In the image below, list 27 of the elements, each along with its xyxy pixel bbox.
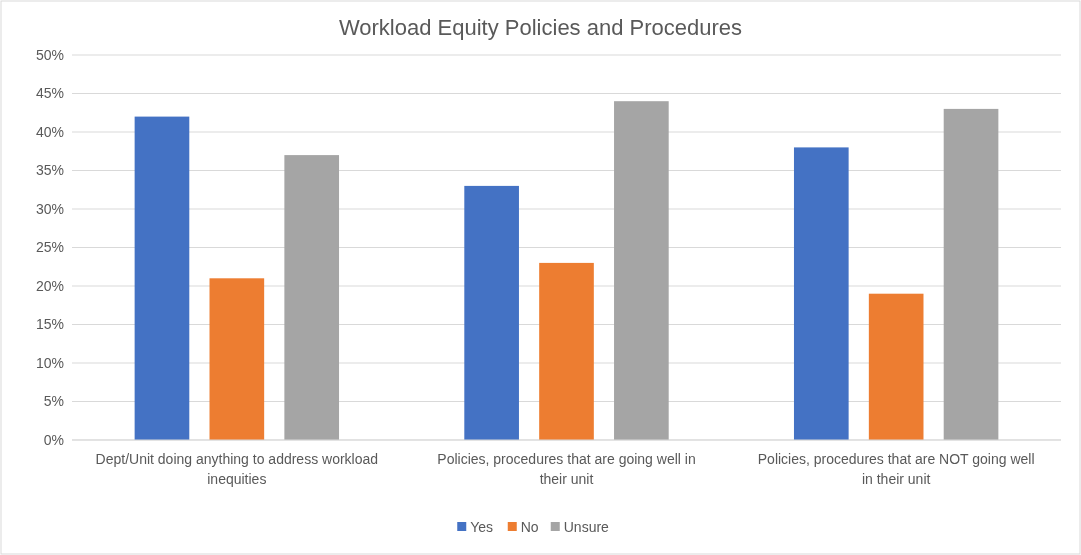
y-tick-label: 0%	[43, 431, 64, 448]
x-tick-label: Policies, procedures that are going well in their unit	[437, 451, 696, 487]
x-tick-label: Policies, procedures that are NOT going well in their unit	[757, 451, 1035, 487]
bar	[284, 155, 340, 440]
x-tick-label: Dept/Unit doing anything to address workload inequities	[95, 451, 379, 487]
y-tick-label: 45%	[35, 85, 64, 102]
legend-label: No	[520, 518, 539, 535]
y-tick-label: 20%	[35, 277, 64, 294]
y-tick-label: 40%	[35, 123, 64, 140]
bar	[209, 278, 265, 440]
bar	[134, 116, 190, 440]
y-tick-label: 25%	[35, 239, 64, 256]
bar	[539, 262, 594, 440]
y-tick-label: 15%	[35, 316, 64, 333]
y-tick-label: 50%	[35, 46, 64, 63]
bar	[943, 108, 999, 440]
chart-title: Workload Equity Policies and Procedures	[338, 15, 743, 40]
bar	[614, 101, 669, 440]
legend-label: Yes	[470, 518, 494, 535]
bar	[464, 185, 519, 440]
y-tick-label: 5%	[43, 393, 64, 410]
y-tick-label: 35%	[35, 162, 64, 179]
bar	[868, 293, 924, 440]
y-tick-label: 10%	[35, 354, 64, 371]
y-tick-label: 30%	[35, 200, 64, 217]
legend-label: Unsure	[563, 518, 610, 535]
bar	[793, 147, 849, 440]
